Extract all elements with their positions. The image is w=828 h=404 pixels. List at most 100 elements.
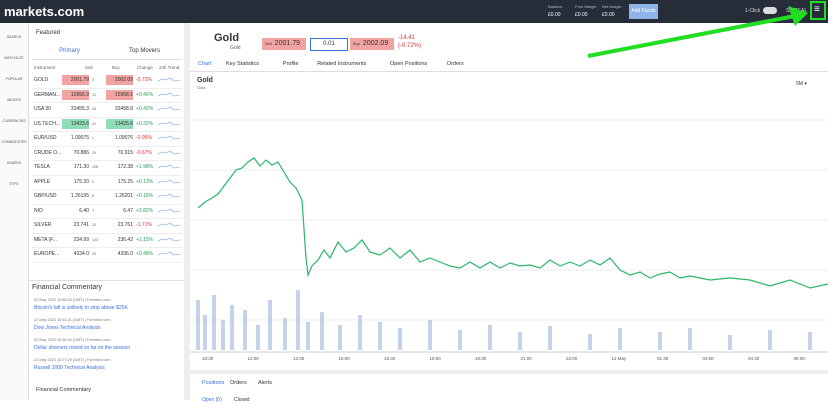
news-headline[interactable]: Dollar shorners mixed so far on the sess… [34,345,131,351]
bottom-tabs: Positions Orders Alerts Open (0) Closed [190,370,828,404]
change: -1.71% [136,222,152,228]
tab[interactable]: Positions [202,380,225,386]
menu-icon[interactable]: ≡ [814,4,820,15]
trend-sparkline [158,193,180,198]
tab[interactable]: Top Movers [128,48,160,54]
toggle[interactable] [763,7,777,14]
sub-tab[interactable]: Open (0) [202,397,222,403]
tab[interactable]: Primary [59,48,80,54]
instrument-row[interactable]: NIO 6.40 7 6.47 +3.82% [32,204,182,219]
sell-button[interactable]: Sell 2001.79 [262,38,306,50]
sell-price: 234.99 [73,236,89,243]
instrument-name: APPLE [34,178,51,185]
x-tick-label: 15:00 [338,356,350,361]
column-header: Instrument Sell Buy Change 24h Trend [32,62,182,72]
price-chart [190,119,828,353]
one-click-label: 1-Click [745,8,761,14]
trend-sparkline [158,208,180,212]
instrument-name: EUROPE... [34,251,60,257]
account-label: Net Margin [602,4,622,9]
buy-price: 172.38 [117,164,133,170]
change: -0.05% [136,135,152,141]
instrument-row[interactable]: US TECH... 13423.6 20 13425.6 +0.32% [32,117,182,132]
news-headline[interactable]: Dow Jones Technical Analysis [34,325,101,331]
tab[interactable]: Orders [446,61,464,67]
instrument-row[interactable]: EUR/USD 1.09075 1 1.09076 -0.05% [32,131,182,147]
commentary-title: Financial Commentary [32,284,103,291]
tab[interactable]: Orders [230,380,247,386]
news-headline[interactable]: Russell 2000 Technical Analysis [34,365,105,371]
spread: 20 [92,223,96,227]
interval-select[interactable]: 5M ▾ [796,81,807,87]
tab[interactable]: Open Positions [390,61,428,67]
change: -0.72% [136,77,152,83]
change: +0.42% [136,106,154,112]
buy-button[interactable]: Buy 2002.09 [350,38,394,50]
x-tick-label: 06:00 [793,356,805,361]
trend-sparkline [158,179,180,183]
sell-price: 175.20 [73,178,89,185]
trend-sparkline [158,135,180,140]
x-tick-label: 18:00 [429,356,441,361]
add-funds-button[interactable]: Add Funds [629,4,658,19]
sub-tab[interactable]: Closed [234,397,250,403]
sell-price: 23.741 [73,222,89,228]
divider [29,280,184,281]
news-headline[interactable]: Bitcoin's fall is unlikely to stop above… [34,305,128,311]
sell-price: 1.09075 [70,135,89,141]
instrument-name: EUR/USD [34,135,57,141]
sell-price: 6.40 [79,207,89,214]
instrument-row[interactable]: EUROPE... 4334.0 20 4336.0 +0.48% [32,247,182,263]
instrument-row[interactable]: GOLD 2001.79 3 2002.09 -0.72% [32,73,182,89]
sidebar-item: WATCHLIST [4,56,24,60]
buy-price: 23.761 [117,222,133,228]
sell-label: Sell [265,41,272,46]
column-label: Sell [85,65,93,70]
instrument-row[interactable]: CRUDE O... 70.886 29 70.915 -0.67% [32,146,182,161]
volume-bars [196,290,812,350]
x-tick-label: 12:00 [247,356,259,361]
spread: 20 [92,121,96,126]
account-name[interactable]: SB REAL [786,8,808,14]
x-tick-label: 12 May [611,356,627,361]
buy-price: 33458.8 [114,106,133,112]
commentary-select[interactable]: Financial Commentary [36,387,92,393]
spread: 12 [92,92,96,97]
instrument-tabs: Primary Top Movers [32,45,182,60]
instrument-row[interactable]: SILVER 23.741 20 23.761 -1.71% [32,218,182,234]
sell-price: 1.26195 [70,193,89,199]
instrument-row[interactable]: APPLE 175.20 5 175.25 +0.13% [32,175,182,190]
instrument-row[interactable]: META (F... 234.99 143 236.42 +1.15% [32,233,182,248]
sell-price: 70.886 [73,149,89,156]
spread: 1 [92,136,94,140]
instrument-row[interactable]: USA 30 33455.3 35 33458.8 +0.42% [32,102,182,118]
sidebar-item: CURRENCIES [2,119,26,123]
tab[interactable]: Profile [282,61,299,67]
tab[interactable]: Key Statistics [226,61,260,67]
change-pct: (-0.72%) [398,43,422,49]
instrument-name: GERMAN... [34,91,61,98]
quantity-input[interactable]: 0.01 [310,38,348,51]
account-value: £0.00 [548,12,561,18]
sidebar-item: SEARCH [6,35,22,39]
sidebar-item: POPULAR [5,77,23,81]
sell-price: 13423.6 [62,118,89,129]
trend-sparkline [158,121,180,125]
instrument-name: USA 30 [34,106,51,112]
tab[interactable]: Related Instruments [317,61,367,67]
buy-price: 2002.09 [362,40,389,47]
sell-price: 171.30 [73,164,89,170]
tab[interactable]: Alerts [258,380,273,386]
x-tick-label: 16:30 [384,356,396,361]
instrument-row[interactable]: GBP/USD 1.26195 6 1.26201 +0.16% [32,189,182,205]
buy-price: 1.26201 [114,193,133,199]
top-bar: markets.com Add Funds 1-Click SB REAL ≡ … [0,0,828,23]
instrument-row[interactable]: GERMAN... 15956.9 12 15958.1 +0.46% [32,88,182,103]
x-tick-label: 19:30 [475,356,487,361]
change: +1.98% [136,164,154,170]
tab[interactable]: Chart [198,61,212,67]
trend-sparkline [158,77,180,82]
sidebar-item: SHARES [6,161,22,165]
instrument-row[interactable]: TESLA 171.30 108 172.38 +1.98% [32,160,182,176]
buy-price: 236.42 [117,236,133,243]
